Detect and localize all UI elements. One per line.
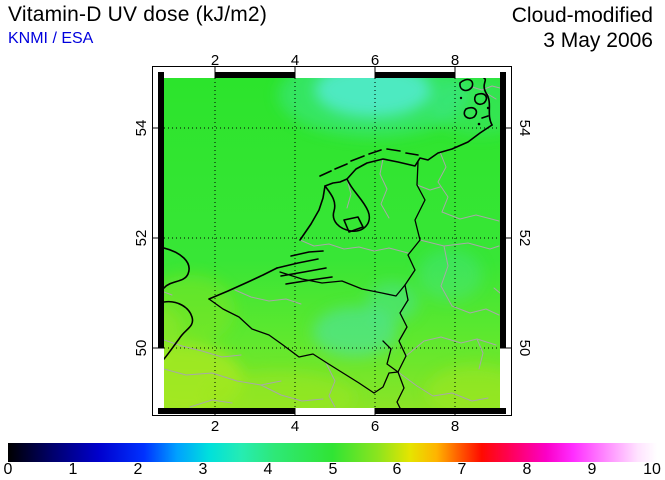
colorbar-tick-0: 0 (3, 461, 13, 478)
danish-island2 (473, 92, 488, 106)
lon-label-bottom-4: 4 (291, 418, 299, 435)
coast-england-north (164, 247, 190, 289)
wadden-islands (319, 148, 419, 177)
border-nl-be (279, 271, 406, 297)
lat-label-left-50: 50 (133, 340, 150, 357)
colorbar-tick-9: 9 (587, 461, 597, 478)
lon-label-top-8: 8 (451, 52, 459, 69)
coast-holland-wadden-german (299, 124, 493, 241)
lat-label-right-52: 52 (516, 230, 533, 247)
field-yellow-se (427, 366, 500, 408)
lat-label-left-52: 52 (133, 230, 150, 247)
coast-denmark (483, 78, 493, 126)
colorbar-tick-3: 3 (198, 461, 208, 478)
delta-island (290, 250, 324, 257)
border-be-lu (382, 340, 399, 373)
mode-label: Cloud-modified (511, 4, 653, 27)
region-borders-rivers (164, 85, 500, 408)
danish-island3 (463, 106, 478, 120)
field-yellow-south (205, 372, 355, 408)
lat-label-right-50: 50 (516, 340, 533, 357)
colorbar-tick-4: 4 (263, 461, 273, 478)
frame-ticks (153, 67, 511, 415)
map-plot: 2 4 6 8 2 4 6 8 54 52 50 54 52 50 (130, 50, 540, 435)
page-title: Vitamin-D UV dose (kJ/m2) (8, 3, 268, 26)
lat-label-right-54: 54 (516, 120, 533, 137)
lon-label-bottom-6: 6 (371, 418, 379, 435)
coast-belgium (208, 267, 278, 300)
axis-labels: 2 4 6 8 2 4 6 8 54 52 50 54 52 50 (133, 52, 533, 435)
header-right: Cloud-modified 3 May 2006 (512, 3, 653, 53)
colorbar-tick-1: 1 (68, 461, 78, 478)
field-teal-top-right (430, 78, 500, 135)
border-fr-lu-south (396, 371, 405, 408)
field-cyan-patch-north-sea (315, 78, 431, 117)
delta-finger3 (285, 276, 333, 285)
colorbar-tick-6: 6 (392, 461, 402, 478)
danish-islet (481, 115, 489, 119)
field-yellow-channel (164, 275, 235, 345)
colorbar-tick-7: 7 (457, 461, 467, 478)
colorbar-gradient (8, 443, 657, 462)
colorbar-tick-10: 10 (643, 461, 661, 478)
colorbar-tick-8: 8 (522, 461, 532, 478)
org-credit: KNMI / ESA (8, 30, 94, 47)
graticule (164, 78, 500, 408)
flevoland (343, 216, 364, 233)
map-frame (158, 72, 506, 414)
lat-label-left-54: 54 (133, 120, 150, 137)
field-teal-east (418, 249, 482, 301)
delta-finger1 (276, 258, 319, 269)
map-svg: 2 4 6 8 2 4 6 8 54 52 50 54 52 50 (133, 52, 533, 435)
danish-island1 (459, 78, 474, 92)
lon-label-bottom-8: 8 (451, 418, 459, 435)
field-teal-ardennes (313, 307, 397, 357)
lon-label-top-2: 2 (211, 52, 219, 69)
uv-field (164, 78, 500, 408)
field-teal-ardennes2 (366, 282, 418, 322)
lon-label-top-6: 6 (371, 52, 379, 69)
border-be-fr (208, 298, 399, 394)
map-outer-frame (152, 66, 512, 416)
colorbar-tick-5: 5 (328, 461, 338, 478)
colorbar-tick-2: 2 (133, 461, 143, 478)
country-borders (208, 161, 426, 408)
lon-label-bottom-2: 2 (211, 418, 219, 435)
border-be-de-lu (397, 299, 409, 373)
date-label: 3 May 2006 (543, 29, 653, 52)
coast-england-south (164, 300, 194, 360)
border-nl-de (404, 161, 426, 301)
lon-label-top-4: 4 (291, 52, 299, 69)
